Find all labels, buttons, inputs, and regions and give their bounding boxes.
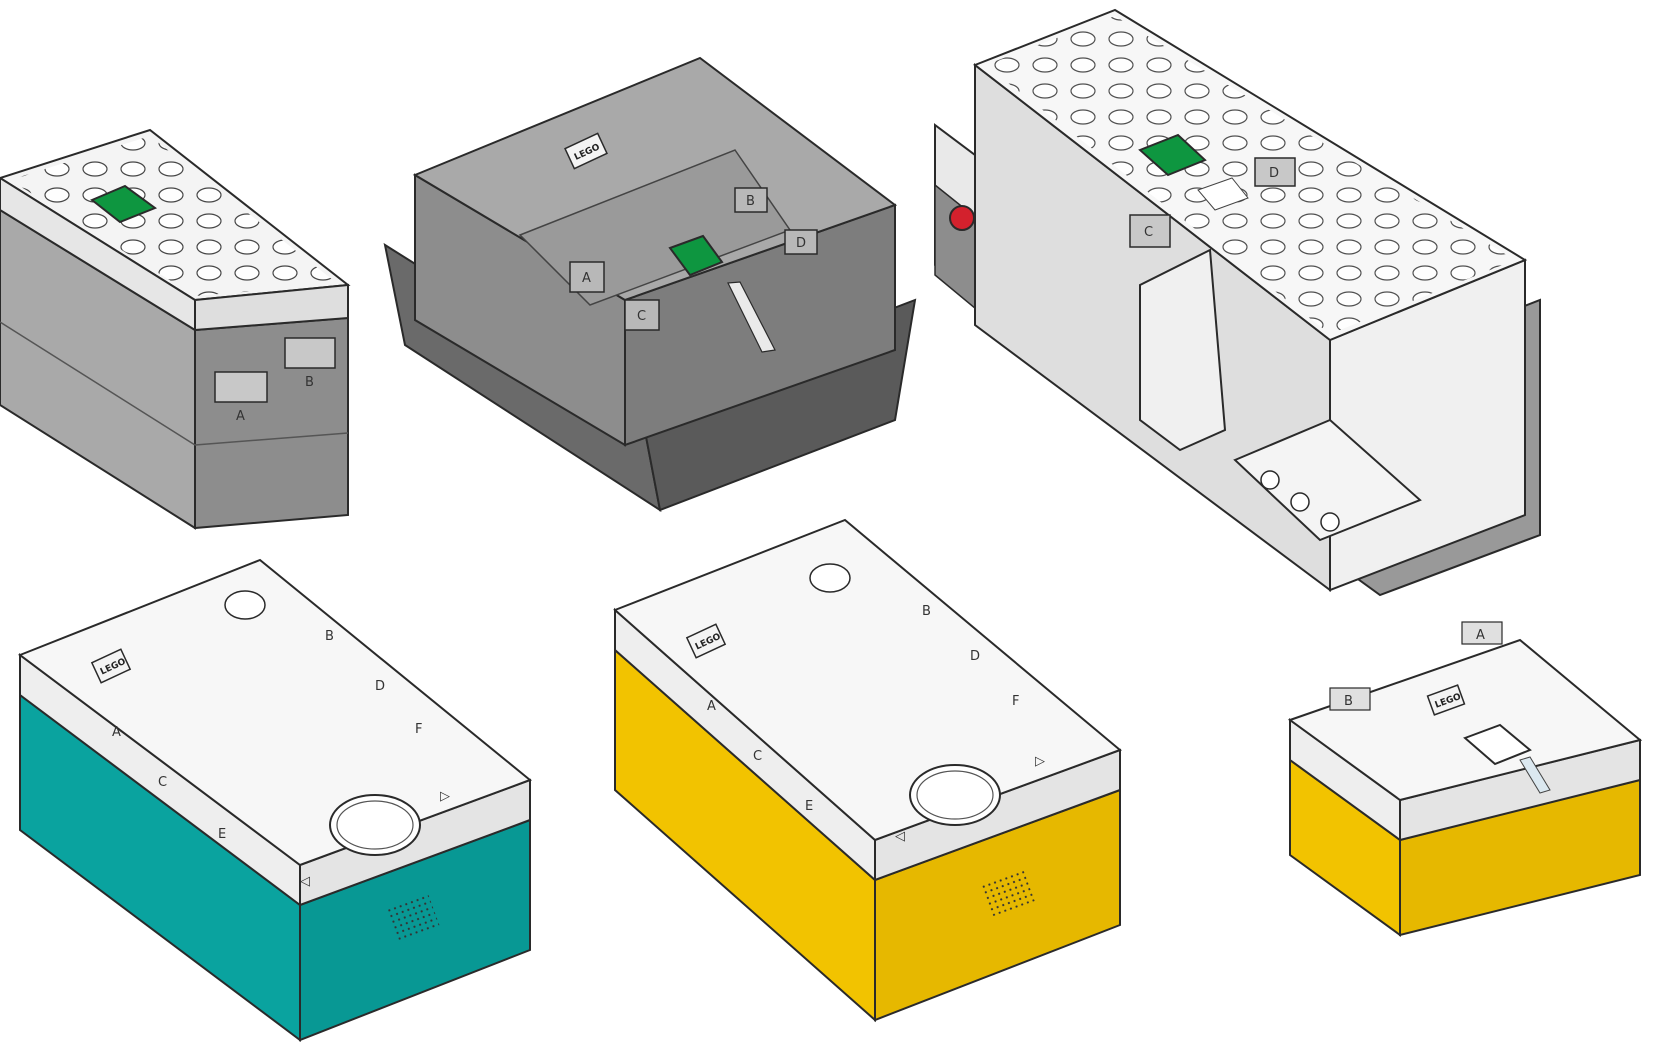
boost-hub-side-block (1139, 248, 1227, 452)
technic-hub-port-b (734, 187, 768, 213)
boost-move-hub: C D (934, 8, 1541, 597)
teal-hub-port-a-label: A (112, 725, 121, 740)
essential-hub-port-a-label: A (1476, 628, 1485, 643)
move-hub-green-button (90, 184, 158, 224)
essential-hub-port-b (1329, 687, 1371, 711)
move-hub-port-a (214, 371, 268, 403)
teal-hub-port-f-label: F (415, 722, 422, 737)
teal-hub-port-b-label: B (325, 629, 334, 644)
boost-hub-port-d-label: D (1269, 166, 1279, 181)
yellow-hub-speaker (980, 868, 1035, 917)
yellow-hub-left-arrow-icon: ◁ (895, 829, 905, 844)
yellow-hub-port-c-label: C (753, 749, 762, 764)
boost-hub-red-button (949, 205, 975, 231)
yellow-hub-right-arrow-icon: ▷ (1035, 754, 1045, 769)
spike-essential-hub: LEGO A B (1287, 621, 1643, 937)
boost-hub-light-strip (1197, 177, 1249, 211)
technic-hub-green-button (668, 234, 724, 277)
technic-hub-port-d-label: D (796, 236, 806, 251)
technic-hub-port-c (624, 299, 660, 331)
teal-hub-logo (90, 648, 132, 684)
boost-hub-technic-beam (1233, 418, 1422, 542)
teal-hub-port-e-label: E (218, 827, 226, 842)
technic-hub-port-a-label: A (582, 271, 591, 286)
technic-hub-port-b-label: B (746, 194, 755, 209)
move-hub-studs (10, 136, 338, 296)
yellow-hub-port-f-label: F (1012, 694, 1019, 709)
technic-hub-light-strip (727, 281, 776, 353)
boost-hub-port-d (1254, 157, 1296, 187)
teal-hub-left-arrow-icon: ◁ (300, 874, 310, 889)
essential-hub-logo (1426, 684, 1466, 716)
yellow-hub-bluetooth-button (809, 563, 851, 593)
yellow-hub-top (613, 518, 1122, 842)
yellow-hub-port-d-label: D (970, 649, 980, 664)
spike-prime-hub-teal: ◁ ▷ LEGO A B C D E F (17, 558, 532, 1042)
technic-hub-port-a (569, 261, 605, 293)
yellow-hub-logo (685, 623, 727, 659)
yellow-hub-port-b-label: B (922, 604, 931, 619)
move-hub-port-a-label: A (236, 409, 245, 424)
move-hub-port-b-label: B (305, 375, 314, 390)
move-hub-top-band-front (194, 283, 349, 332)
teal-hub-right-arrow-icon: ▷ (440, 789, 450, 804)
technic-hub-port-d (784, 229, 818, 255)
yellow-hub-port-a-label: A (707, 699, 716, 714)
essential-hub-light-strip (1519, 756, 1551, 794)
spike-prime-hub-yellow: ◁ ▷ LEGO A B C D E F (613, 518, 1122, 1023)
essential-hub-port-a (1461, 621, 1503, 645)
teal-hub-port-c-label: C (158, 775, 167, 790)
boost-hub-port-c (1129, 214, 1171, 248)
teal-hub-center-button (329, 794, 421, 856)
essential-hub-button (1463, 723, 1532, 766)
boost-hub-green-button (1138, 133, 1207, 177)
technic-hub-port-c-label: C (637, 309, 646, 324)
yellow-hub-center-button (909, 764, 1001, 826)
move-hub-port-b (284, 337, 336, 369)
teal-hub-top (17, 558, 532, 867)
move-hub: A B (0, 128, 351, 530)
essential-hub-port-b-label: B (1344, 694, 1353, 709)
teal-hub-port-d-label: D (375, 679, 385, 694)
boost-hub-studs (985, 16, 1515, 334)
boost-hub-port-c-label: C (1144, 225, 1153, 240)
technic-hub: LEGO A B C D (383, 56, 917, 513)
essential-hub-top (1287, 638, 1643, 802)
teal-hub-bluetooth-button (224, 590, 266, 620)
teal-hub-speaker (385, 893, 440, 942)
technic-hub-logo (564, 132, 608, 170)
yellow-hub-port-e-label: E (805, 799, 813, 814)
